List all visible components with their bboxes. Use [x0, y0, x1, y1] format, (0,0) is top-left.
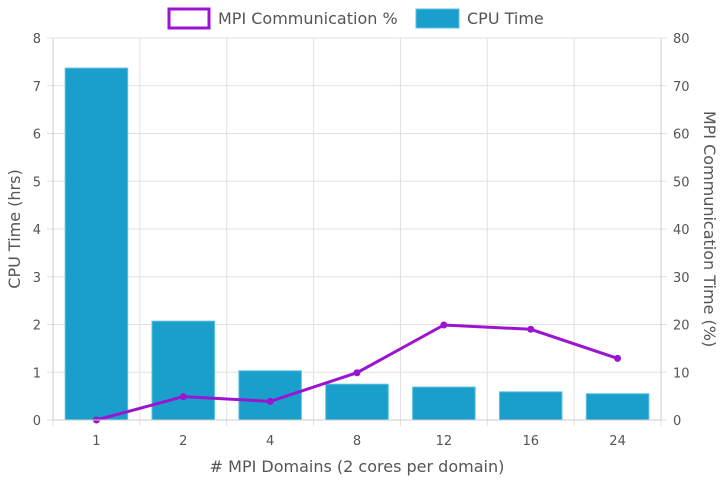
- y-left-tick-label: 7: [33, 80, 41, 95]
- y-left-tick-label: 2: [33, 319, 41, 334]
- x-tick-label: 1: [92, 434, 100, 449]
- point-mpi-communication: [614, 354, 622, 362]
- bar-cpu-time: [151, 320, 216, 421]
- y-left-tick-label: 0: [33, 414, 41, 429]
- x-tick-label: 12: [436, 434, 453, 449]
- grid: [47, 37, 667, 426]
- y-axis-right-title: MPI Communication Time (%): [700, 111, 719, 347]
- point-mpi-communication: [179, 393, 187, 401]
- y-right-tick-label: 30: [673, 271, 690, 286]
- y-left-tick-label: 8: [33, 32, 41, 47]
- bars: [64, 67, 650, 421]
- y-right-tick-label: 50: [673, 175, 690, 190]
- legend-swatch-cpu[interactable]: [415, 8, 460, 29]
- line-series: [92, 321, 622, 424]
- y-left-tick-label: 5: [33, 175, 41, 190]
- y-right-tick-label: 20: [673, 319, 690, 334]
- legend-swatch-mpi[interactable]: [167, 7, 211, 30]
- x-tick-label: 16: [522, 434, 539, 449]
- point-mpi-communication: [440, 321, 448, 329]
- y-right-tick-label: 80: [673, 32, 690, 47]
- x-tick-label: 24: [609, 434, 626, 449]
- y-left-tick-label: 1: [33, 366, 41, 381]
- y-right-tick-label: 60: [673, 128, 690, 143]
- legend: MPI Communication % CPU Time: [167, 7, 544, 30]
- y-right-tick-label: 70: [673, 80, 690, 95]
- y-right-tick-label: 40: [673, 223, 690, 238]
- point-mpi-communication: [266, 397, 274, 405]
- y-left-tick-label: 3: [33, 271, 41, 286]
- point-mpi-communication: [353, 369, 361, 377]
- bar-cpu-time: [64, 67, 129, 421]
- y-right-tick-label: 10: [673, 366, 690, 381]
- y-right-tick-label: 0: [673, 414, 681, 429]
- x-tick-label: 2: [179, 434, 187, 449]
- bar-cpu-time: [412, 386, 476, 421]
- x-tick-label: 4: [266, 434, 274, 449]
- bar-cpu-time: [498, 391, 563, 421]
- x-axis-title: # MPI Domains (2 cores per domain): [210, 457, 505, 476]
- point-mpi-communication: [527, 325, 535, 333]
- bar-cpu-time: [325, 383, 389, 421]
- y-axis-left-title: CPU Time (hrs): [5, 169, 24, 288]
- x-tick-label: 8: [353, 434, 361, 449]
- y-left-tick-label: 4: [33, 223, 41, 238]
- y-left-tick-label: 6: [33, 128, 41, 143]
- bar-cpu-time: [585, 393, 650, 421]
- legend-label-cpu[interactable]: CPU Time: [467, 9, 544, 28]
- legend-label-mpi[interactable]: MPI Communication %: [218, 9, 398, 28]
